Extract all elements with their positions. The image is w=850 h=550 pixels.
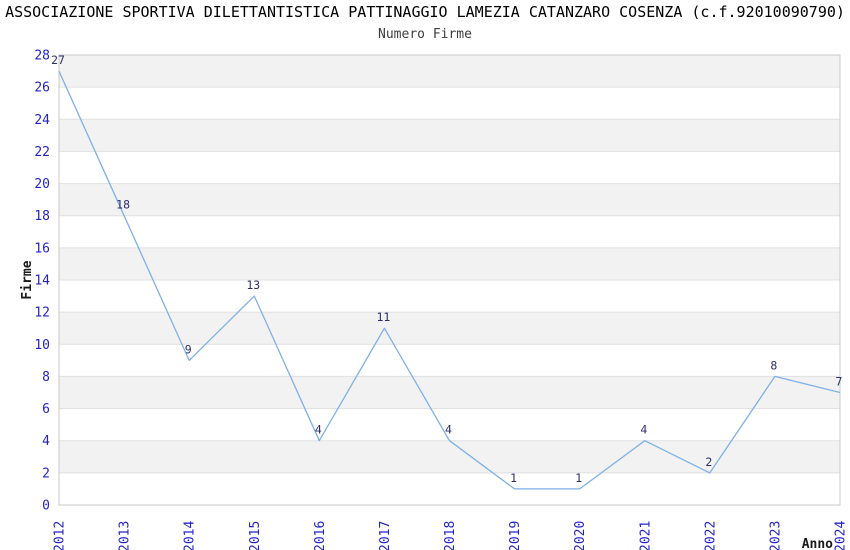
y-tick-label: 22 — [34, 145, 50, 160]
plot-band — [59, 55, 840, 88]
data-point-label: 1 — [575, 471, 582, 485]
data-point-label: 4 — [445, 423, 452, 437]
data-point-label: 7 — [836, 375, 843, 389]
x-tick-label: 2012 — [53, 521, 68, 550]
x-tick-label: 2017 — [378, 521, 393, 550]
x-tick-label: 2023 — [768, 521, 783, 550]
y-tick-label: 18 — [34, 209, 50, 224]
x-tick-label: 2015 — [248, 521, 263, 550]
y-tick-label: 16 — [34, 241, 50, 256]
y-tick-label: 24 — [34, 113, 50, 128]
plot-band — [59, 119, 840, 152]
chart-subtitle: Numero Firme — [378, 27, 472, 42]
y-axis-title: Firme — [20, 260, 35, 299]
plot-border — [58, 54, 841, 506]
y-tick-label: 8 — [42, 370, 50, 385]
series-line — [58, 70, 841, 490]
data-point-label: 2 — [705, 455, 712, 469]
data-point-label: 9 — [185, 342, 192, 356]
plot-band — [59, 183, 840, 216]
plot-band — [59, 440, 840, 473]
x-tick-label: 2013 — [118, 521, 133, 550]
x-tick-label: 2014 — [183, 521, 198, 550]
x-axis-title: Anno — [802, 537, 833, 550]
y-tick-label: 2 — [42, 466, 50, 481]
y-tick-label: 10 — [34, 338, 50, 353]
y-tick-label: 28 — [34, 49, 50, 64]
y-tick-label: 12 — [34, 306, 50, 321]
y-tick-label: 4 — [42, 434, 50, 449]
x-tick-label: 2016 — [313, 521, 328, 550]
y-tick-label: 20 — [34, 177, 50, 192]
x-tick-label: 2018 — [443, 521, 458, 550]
data-point-label: 4 — [315, 423, 322, 437]
x-tick-label: 2024 — [834, 521, 849, 550]
x-tick-label: 2022 — [703, 521, 718, 550]
y-tick-label: 26 — [34, 81, 50, 96]
y-tick-label: 0 — [42, 499, 50, 514]
data-point-label: 11 — [376, 310, 390, 324]
x-tick-label: 2021 — [638, 521, 653, 550]
x-tick-label: 2019 — [508, 521, 523, 550]
data-point-label: 18 — [116, 198, 130, 212]
plot-band — [59, 247, 840, 280]
data-point-label: 27 — [51, 53, 65, 67]
y-tick-label: 6 — [42, 402, 50, 417]
data-point-label: 13 — [246, 278, 260, 292]
x-tick-label: 2020 — [573, 521, 588, 550]
plot-band — [59, 376, 840, 409]
chart-title: ASSOCIAZIONE SPORTIVA DILETTANTISTICA PA… — [5, 3, 845, 21]
plot-band — [59, 312, 840, 345]
data-point-label: 4 — [640, 423, 647, 437]
y-tick-label: 14 — [34, 274, 50, 289]
data-point-label: 8 — [770, 358, 777, 372]
data-point-label: 1 — [510, 471, 517, 485]
